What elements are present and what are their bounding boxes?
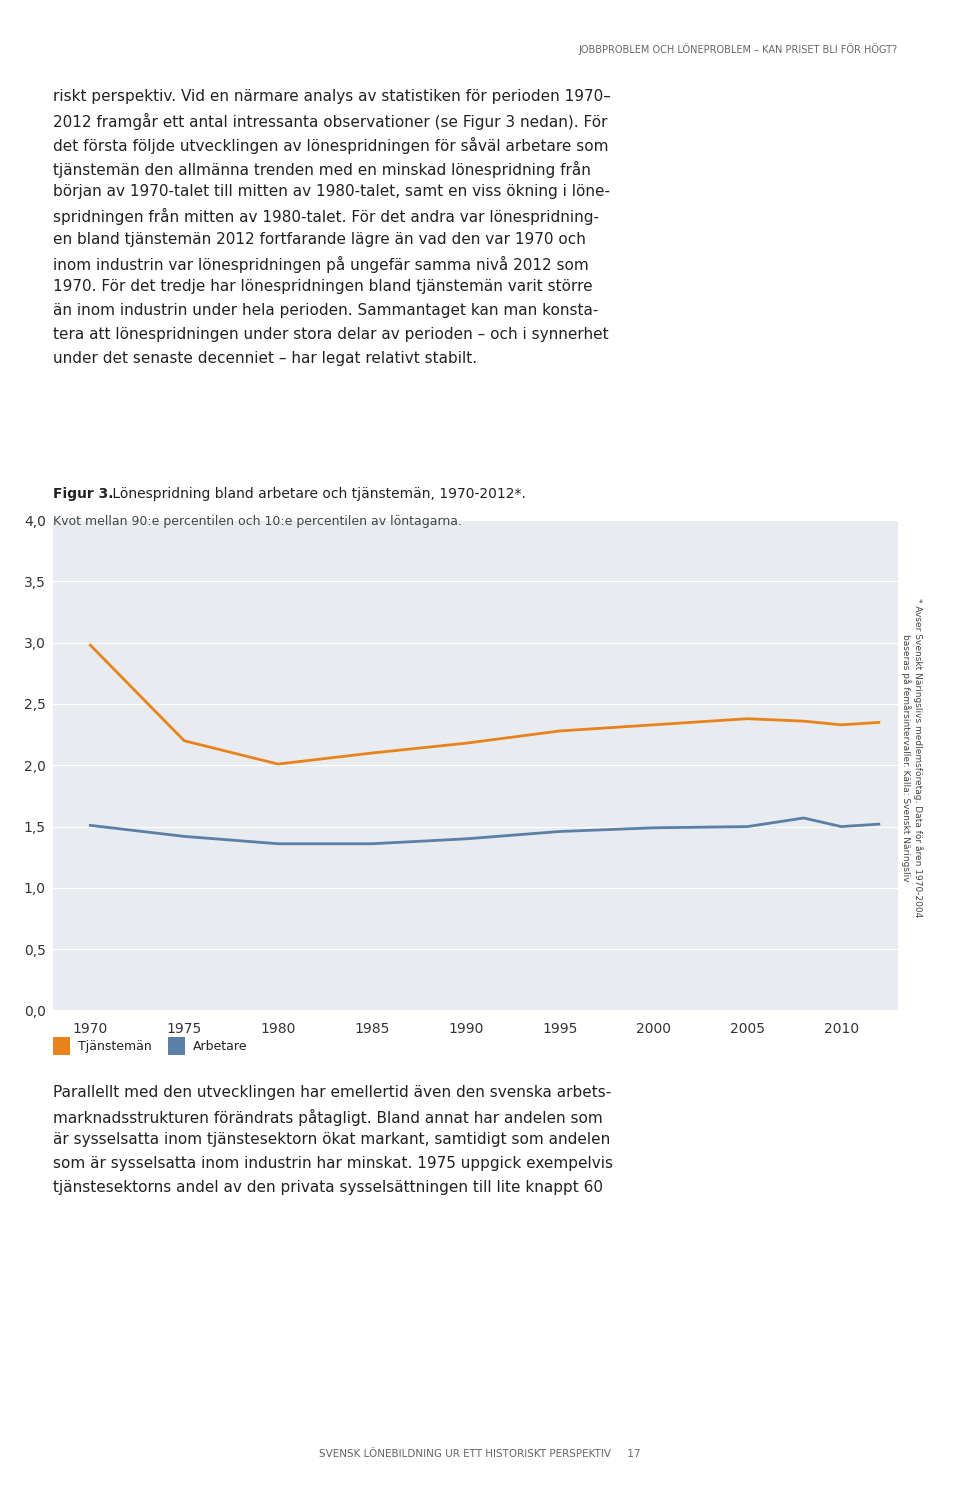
Text: Lönespridning bland arbetare och tjänstemän, 1970-2012*.: Lönespridning bland arbetare och tjänste… — [108, 487, 526, 501]
Text: 1970. För det tredje har lönespridningen bland tjänstemän varit större: 1970. För det tredje har lönespridningen… — [53, 279, 592, 294]
Text: * Avser Svenskt Näringslivs medlemsföretag. Data för åren 1970-2004
baseras på f: * Avser Svenskt Näringslivs medlemsföret… — [901, 599, 923, 917]
Text: Kvot mellan 90:e percentilen och 10:e percentilen av löntagarna.: Kvot mellan 90:e percentilen och 10:e pe… — [53, 514, 462, 528]
Text: spridningen från mitten av 1980-talet. För det andra var lönespridning-: spridningen från mitten av 1980-talet. F… — [53, 208, 599, 224]
Text: under det senaste decenniet – har legat relativt stabilt.: under det senaste decenniet – har legat … — [53, 351, 477, 366]
Text: än inom industrin under hela perioden. Sammantaget kan man konsta-: än inom industrin under hela perioden. S… — [53, 303, 598, 318]
Text: riskt perspektiv. Vid en närmare analys av statistiken för perioden 1970–: riskt perspektiv. Vid en närmare analys … — [53, 89, 611, 104]
Text: inom industrin var lönespridningen på ungefär samma nivå 2012 som: inom industrin var lönespridningen på un… — [53, 256, 588, 272]
Text: det första följde utvecklingen av lönespridningen för såväl arbetare som: det första följde utvecklingen av lönesp… — [53, 137, 609, 153]
Text: Arbetare: Arbetare — [193, 1040, 248, 1052]
Text: SVENSK LÖNEBILDNING UR ETT HISTORISKT PERSPEKTIV     17: SVENSK LÖNEBILDNING UR ETT HISTORISKT PE… — [320, 1449, 640, 1459]
Text: en bland tjänstemän 2012 fortfarande lägre än vad den var 1970 och: en bland tjänstemän 2012 fortfarande läg… — [53, 232, 586, 247]
Text: tjänstesektorns andel av den privata sysselsättningen till lite knappt 60: tjänstesektorns andel av den privata sys… — [53, 1180, 603, 1195]
Text: Tjänstemän: Tjänstemän — [78, 1040, 152, 1052]
Bar — [168, 1037, 185, 1055]
Text: tera att lönespridningen under stora delar av perioden – och i synnerhet: tera att lönespridningen under stora del… — [53, 327, 609, 342]
Text: som är sysselsatta inom industrin har minskat. 1975 uppgick exempelvis: som är sysselsatta inom industrin har mi… — [53, 1156, 612, 1171]
Bar — [53, 1037, 70, 1055]
Text: tjänstemän den allmänna trenden med en minskad lönespridning från: tjänstemän den allmänna trenden med en m… — [53, 160, 590, 177]
Text: marknadsstrukturen förändrats påtagligt. Bland annat har andelen som: marknadsstrukturen förändrats påtagligt.… — [53, 1109, 603, 1125]
Text: Figur 3.: Figur 3. — [53, 487, 113, 501]
Text: 2012 framgår ett antal intressanta observationer (se Figur 3 nedan). För: 2012 framgår ett antal intressanta obser… — [53, 113, 608, 129]
Text: början av 1970-talet till mitten av 1980-talet, samt en viss ökning i löne-: början av 1970-talet till mitten av 1980… — [53, 184, 610, 199]
Text: är sysselsatta inom tjänstesektorn ökat markant, samtidigt som andelen: är sysselsatta inom tjänstesektorn ökat … — [53, 1132, 610, 1147]
Text: JOBBPROBLEM OCH LÖNEPROBLEM – KAN PRISET BLI FÖR HÖGT?: JOBBPROBLEM OCH LÖNEPROBLEM – KAN PRISET… — [579, 43, 898, 55]
Text: Parallellt med den utvecklingen har emellertid även den svenska arbets-: Parallellt med den utvecklingen har emel… — [53, 1085, 612, 1100]
